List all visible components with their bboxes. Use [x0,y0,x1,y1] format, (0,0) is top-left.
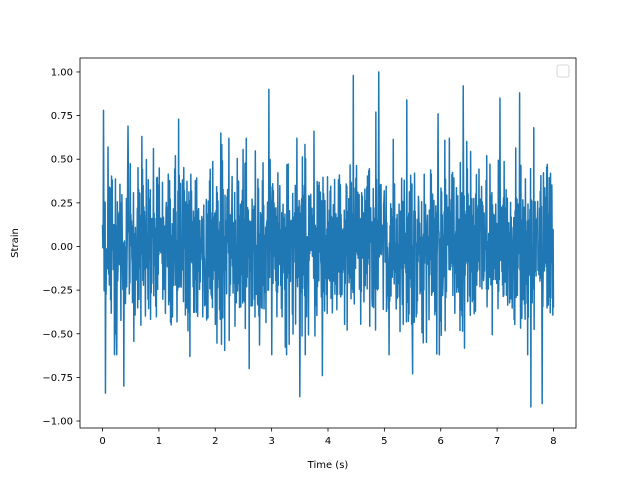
x-tick-label: 7 [494,436,500,447]
x-axis-label: Time (s) [307,460,349,471]
y-tick-label: −1.00 [42,417,73,428]
y-tick-label: 1.00 [51,67,73,78]
y-tick-label: 0.75 [51,111,73,122]
x-tick-label: 1 [156,436,162,447]
x-tick-label: 6 [438,436,444,447]
x-tick-label: 5 [381,436,387,447]
y-tick-label: −0.50 [42,329,73,340]
y-tick-label: 0.00 [51,242,73,253]
series-layer [101,71,555,408]
x-tick-label: 3 [268,436,274,447]
x-tick-label: 2 [212,436,218,447]
y-axis-ticks: −1.00 −0.75 −0.50 −0.25 0.00 0.25 0.50 0.75 1.00 [42,67,80,428]
x-axis-ticks: 0 1 2 3 4 5 6 7 8 [99,428,557,447]
x-tick-label: 8 [550,436,556,447]
x-tick-label: 4 [325,436,331,447]
legend-box [556,64,570,78]
y-tick-label: −0.25 [42,286,73,297]
y-tick-label: −0.75 [42,373,73,384]
y-tick-label: 0.25 [51,198,73,209]
y-axis-label: Strain [10,228,21,258]
strain-series-line [101,71,555,408]
x-tick-label: 0 [99,436,105,447]
y-tick-label: 0.50 [51,155,73,166]
